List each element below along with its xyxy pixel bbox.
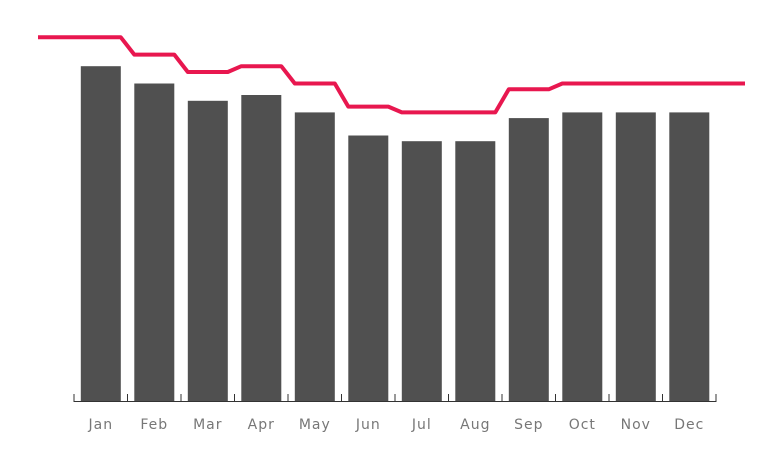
- bar-sep: [508, 118, 549, 401]
- bar-feb: [134, 83, 175, 401]
- x-tick-label-jun: Jun: [355, 417, 381, 433]
- bar-oct: [562, 112, 603, 402]
- x-tick-label-feb: Feb: [140, 417, 168, 433]
- x-tick-label-sep: Sep: [514, 417, 543, 433]
- step-line-series: [38, 35, 745, 115]
- x-tick-label-oct: Oct: [569, 417, 596, 433]
- bar-series: [80, 66, 710, 402]
- x-axis-ticks: [73, 394, 717, 402]
- bar-dec: [669, 112, 710, 402]
- x-tick-label-apr: Apr: [248, 417, 275, 433]
- x-tick-label-dec: Dec: [674, 417, 704, 433]
- x-tick-label-jul: Jul: [411, 417, 432, 433]
- x-tick-label-may: May: [299, 417, 331, 433]
- bar-jun: [348, 135, 389, 401]
- x-tick-label-jan: Jan: [88, 417, 114, 433]
- x-tick-label-mar: Mar: [193, 417, 222, 433]
- bar-may: [294, 112, 335, 402]
- bar-jan: [80, 66, 121, 401]
- x-axis: Jan Feb Mar Apr May Jun Jul Aug Sep Oct Nov Dec: [73, 394, 717, 433]
- x-tick-label-aug: Aug: [460, 417, 490, 433]
- bar-jul: [401, 141, 442, 401]
- bar-mar: [187, 100, 228, 402]
- x-axis-tick-labels: Jan Feb Mar Apr May Jun Jul Aug Sep Oct Nov Dec: [88, 417, 704, 433]
- bar-aug: [455, 141, 496, 401]
- bar-apr: [241, 95, 282, 401]
- x-tick-label-nov: Nov: [621, 417, 651, 433]
- bar-nov: [615, 112, 656, 402]
